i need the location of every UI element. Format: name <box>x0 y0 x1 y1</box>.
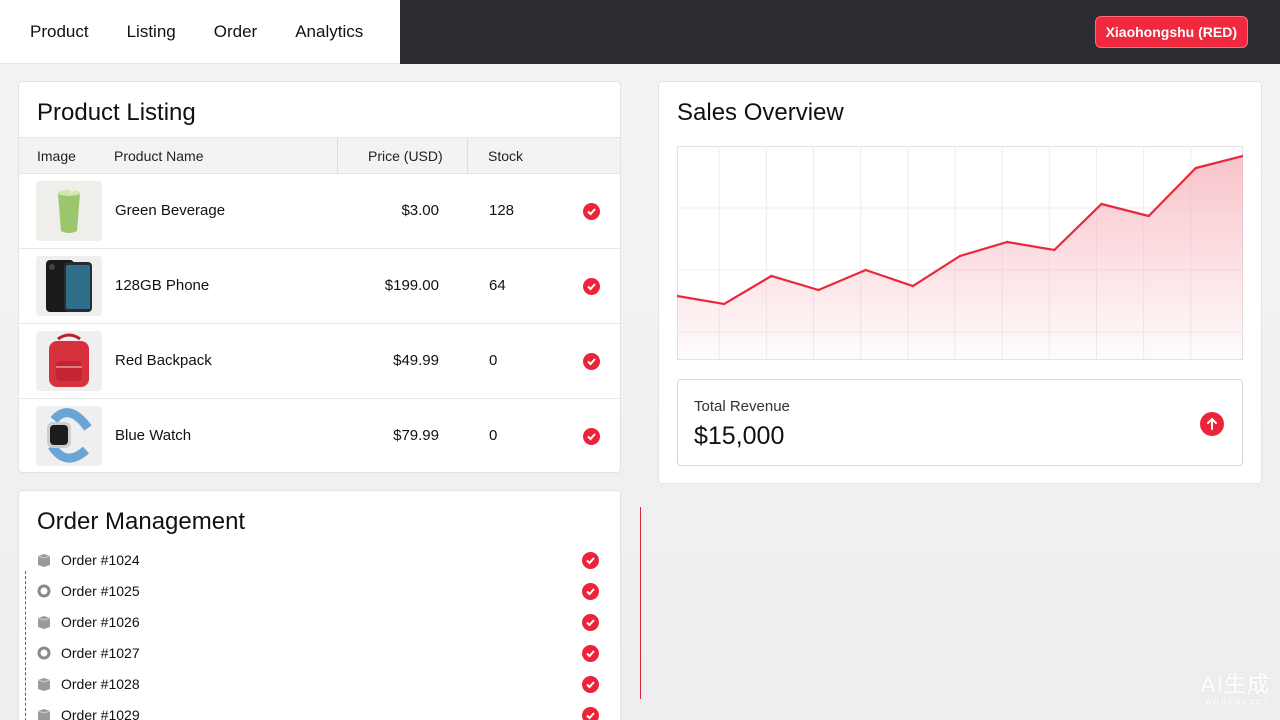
phone-image <box>36 256 102 316</box>
table-header: Image Product Name Price (USD) Stock <box>19 137 620 174</box>
watermark-main-text: AI生成 <box>1199 672 1270 697</box>
top-bar-dark-region: Xiaohongshu (RED) <box>400 0 1280 64</box>
column-divider <box>337 138 338 174</box>
product-price: $49.99 <box>393 352 439 369</box>
green-beverage-image <box>36 181 102 241</box>
chart-data-point <box>1005 240 1009 244</box>
blue-watch-image <box>36 406 102 466</box>
chart-area-fill <box>677 156 1243 360</box>
total-revenue-label: Total Revenue <box>694 398 790 415</box>
table-row[interactable]: 128GB Phone $199.00 64 <box>19 249 620 324</box>
order-label: Order #1029 <box>61 707 140 720</box>
chart-data-point <box>911 284 915 288</box>
order-label: Order #1026 <box>61 614 140 630</box>
nav-item-listing[interactable]: Listing <box>126 21 176 41</box>
sales-overview-card: Sales Overview Total Revenue $15,000 <box>658 81 1262 484</box>
chart-data-point <box>770 274 773 278</box>
chart-data-point <box>1053 248 1056 252</box>
product-price: $199.00 <box>384 277 439 294</box>
sales-area-chart <box>677 146 1243 360</box>
order-row[interactable]: Order #1026 <box>18 607 618 638</box>
order-management-card: Order Management <box>18 490 621 720</box>
brand-button[interactable]: Xiaohongshu (RED) <box>1094 16 1248 48</box>
check-circle-icon[interactable] <box>583 203 600 220</box>
chart-data-point <box>1147 214 1150 218</box>
product-price: $3.00 <box>401 202 439 219</box>
order-management-title: Order Management <box>37 508 246 535</box>
top-bar: Product Listing Order Analytics Xiaohong… <box>0 0 1280 64</box>
chart-data-point <box>1241 154 1243 158</box>
chart-data-point <box>1100 202 1103 206</box>
order-timeline-line <box>25 571 27 720</box>
column-header-product-name[interactable]: Product Name <box>114 148 204 164</box>
order-label: Order #1027 <box>61 645 140 661</box>
chart-data-point <box>817 288 820 292</box>
check-circle-icon[interactable] <box>582 645 599 662</box>
order-row[interactable]: Order #1027 <box>18 638 618 669</box>
table-row[interactable]: Blue Watch $79.99 0 <box>19 399 620 474</box>
product-price: $79.99 <box>393 427 439 444</box>
product-listing-card: Product Listing Image Product Name Price… <box>18 81 621 473</box>
package-icon <box>37 708 51 720</box>
product-stock: 0 <box>489 427 498 444</box>
total-revenue-value: $15,000 <box>694 422 785 450</box>
ring-icon <box>37 646 51 660</box>
product-stock: 64 <box>489 277 506 294</box>
ring-icon <box>37 584 51 598</box>
check-circle-icon[interactable] <box>582 614 599 631</box>
order-row[interactable]: Order #1028 <box>18 669 618 700</box>
chart-data-point <box>958 254 962 258</box>
table-row[interactable]: Red Backpack $49.99 0 <box>19 324 620 399</box>
total-revenue-panel: Total Revenue $15,000 <box>677 379 1243 466</box>
column-header-price[interactable]: Price (USD) <box>368 148 443 164</box>
chart-data-point <box>1194 166 1198 170</box>
nav-item-product[interactable]: Product <box>30 21 89 41</box>
package-icon <box>37 677 51 691</box>
package-icon <box>37 615 51 629</box>
product-stock: 128 <box>489 202 515 219</box>
nav-item-order[interactable]: Order <box>213 21 258 41</box>
check-circle-icon[interactable] <box>582 583 599 600</box>
chart-data-point <box>677 294 679 298</box>
product-name: 128GB Phone <box>115 277 210 294</box>
check-circle-icon[interactable] <box>583 278 600 295</box>
order-row[interactable]: Order #1025 <box>18 576 618 607</box>
arrow-up-icon[interactable] <box>1200 412 1224 436</box>
column-divider <box>467 138 468 174</box>
column-header-image[interactable]: Image <box>37 148 76 164</box>
check-circle-icon[interactable] <box>582 676 599 693</box>
chart-data-point <box>722 302 726 306</box>
order-label: Order #1024 <box>61 552 140 568</box>
chart-data-point <box>864 268 867 272</box>
sales-overview-title: Sales Overview <box>677 99 844 126</box>
watermark-sub-text: WORKBUDDY <box>1204 699 1270 706</box>
product-stock: 0 <box>489 352 498 369</box>
red-backpack-image <box>36 331 102 391</box>
product-listing-title: Product Listing <box>37 99 196 126</box>
ai-watermark: AI生成 WORKBUDDY <box>1200 667 1270 706</box>
product-name: Red Backpack <box>115 352 212 369</box>
main-nav: Product Listing Order Analytics <box>0 0 400 64</box>
product-name: Blue Watch <box>115 427 192 444</box>
order-row[interactable]: Order #1029 <box>18 700 618 720</box>
check-circle-icon[interactable] <box>583 353 600 370</box>
nav-item-analytics[interactable]: Analytics <box>295 21 364 41</box>
column-header-stock[interactable]: Stock <box>488 148 524 164</box>
order-label: Order #1025 <box>61 583 140 599</box>
check-circle-icon[interactable] <box>582 552 599 569</box>
check-circle-icon[interactable] <box>582 707 599 720</box>
vertical-accent-line <box>640 507 641 699</box>
product-name: Green Beverage <box>115 202 226 219</box>
order-row[interactable]: Order #1024 <box>18 545 618 576</box>
check-circle-icon[interactable] <box>583 428 600 445</box>
table-row[interactable]: Green Beverage $3.00 128 <box>19 174 620 249</box>
package-icon <box>37 553 51 567</box>
order-label: Order #1028 <box>61 676 140 692</box>
